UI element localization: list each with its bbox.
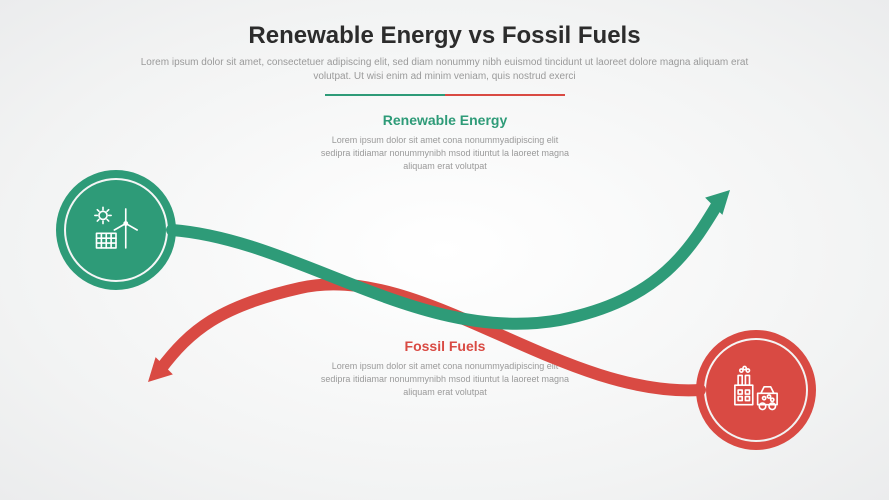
renewable-title: Renewable Energy: [320, 112, 570, 128]
divider-green: [325, 94, 445, 96]
renewable-block: Renewable Energy Lorem ipsum dolor sit a…: [320, 112, 570, 173]
divider: [325, 94, 565, 96]
solar-wind-icon: [90, 204, 142, 256]
green-arrow: [172, 190, 730, 324]
page-subtitle: Lorem ipsum dolor sit amet, consectetuer…: [125, 56, 765, 84]
fossil-title: Fossil Fuels: [320, 338, 570, 354]
page-title: Renewable Energy vs Fossil Fuels: [0, 22, 889, 50]
renewable-body: Lorem ipsum dolor sit amet cona nonummya…: [320, 134, 570, 173]
fossil-circle: [706, 340, 806, 440]
renewable-circle-fill: [66, 180, 166, 280]
divider-red: [445, 94, 565, 96]
factory-coal-icon: [730, 364, 782, 416]
fossil-block: Fossil Fuels Lorem ipsum dolor sit amet …: [320, 338, 570, 399]
renewable-circle: [66, 180, 166, 280]
fossil-circle-fill: [706, 340, 806, 440]
fossil-body: Lorem ipsum dolor sit amet cona nonummya…: [320, 360, 570, 399]
header: Renewable Energy vs Fossil Fuels Lorem i…: [0, 0, 889, 96]
